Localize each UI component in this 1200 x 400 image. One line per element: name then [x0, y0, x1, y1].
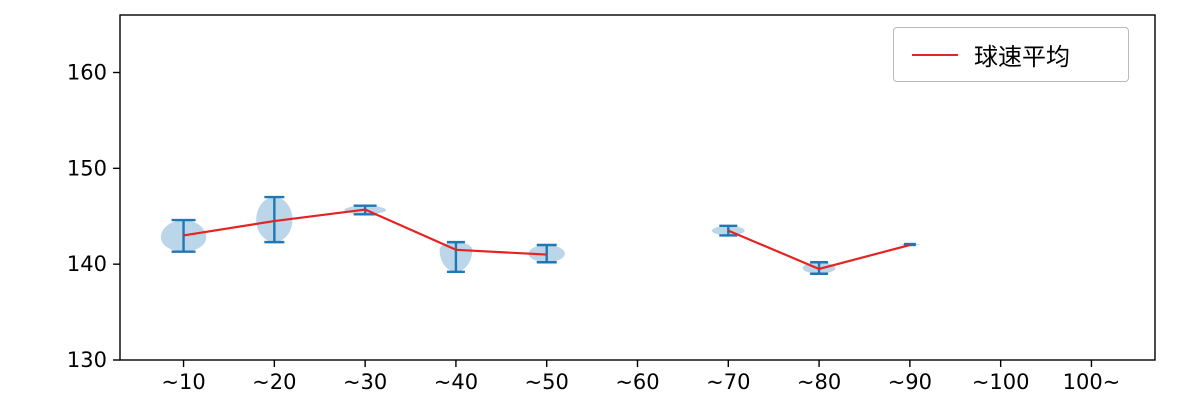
x-tick-label: ~10: [161, 370, 205, 394]
x-tick-label: ~20: [252, 370, 296, 394]
x-tick-label: 100~: [1063, 370, 1121, 394]
x-tick-label: ~30: [343, 370, 387, 394]
x-tick-label: ~80: [797, 370, 841, 394]
x-tick-label: ~40: [434, 370, 478, 394]
y-tick-label: 130: [67, 348, 107, 372]
x-tick-label: ~70: [706, 370, 750, 394]
mean-line: [183, 208, 547, 256]
legend: 球速平均: [893, 27, 1129, 82]
legend-line-sample: [912, 53, 958, 56]
y-tick-label: 150: [67, 156, 107, 180]
x-tick-label: ~100: [972, 370, 1030, 394]
x-tick-label: ~50: [525, 370, 569, 394]
x-tick-label: ~60: [615, 370, 659, 394]
y-tick-label: 160: [67, 61, 107, 85]
legend-label: 球速平均: [974, 43, 1070, 71]
x-tick-label: ~90: [888, 370, 932, 394]
mean-line: [727, 229, 911, 271]
y-tick-label: 140: [67, 252, 107, 276]
